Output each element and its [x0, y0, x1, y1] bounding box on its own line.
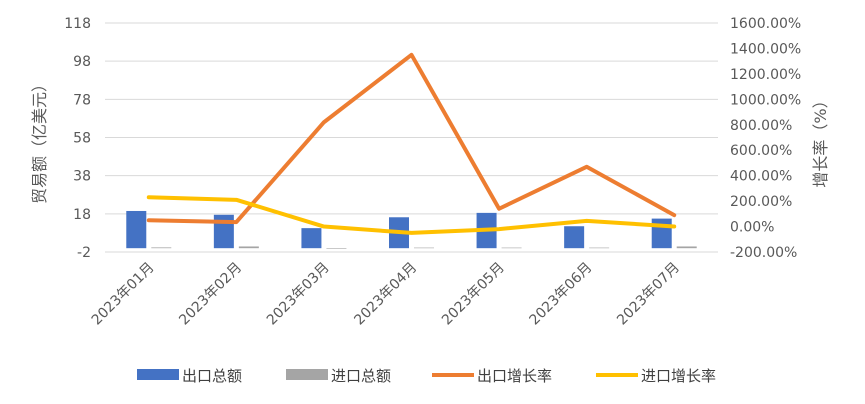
gridlines: [105, 22, 718, 253]
y-tick-label: 18: [73, 207, 91, 223]
line-import-growth: [146, 195, 677, 235]
y-axis-right-ticks: -200.00% 0.00% 200.00% 400.00% 600.00% 800.00…: [730, 16, 801, 261]
legend-label: 出口总额: [182, 367, 242, 385]
y2-tick-label: 1000.00%: [730, 92, 801, 108]
x-tick-label: 2023年01月: [89, 260, 158, 329]
legend-swatch: [137, 369, 179, 380]
legend-swatch: [286, 369, 328, 380]
bar-import-total: [414, 247, 434, 249]
bar-export-total: [301, 228, 322, 249]
x-tick-label: 2023年03月: [264, 260, 333, 329]
y2-tick-label: 1200.00%: [730, 67, 801, 83]
legend-label: 进口总额: [331, 367, 391, 385]
line-export-growth: [146, 52, 677, 225]
series-lines: [146, 52, 677, 235]
y2-axis-title: 增长率（%）: [811, 92, 830, 187]
y-tick-label: 98: [73, 54, 91, 70]
x-tick-label: 2023年06月: [527, 260, 596, 329]
bar-import-total: [501, 247, 522, 249]
x-axis-ticks: 2023年01月 2023年02月 2023年03月 2023年04月 2023年05月…: [89, 260, 683, 329]
y2-tick-label: -200.00%: [730, 245, 797, 261]
x-tick-label: 2023年05月: [439, 260, 508, 329]
y2-tick-label: 1600.00%: [730, 16, 801, 32]
x-tick-label: 2023年02月: [176, 260, 245, 329]
bars: [126, 210, 697, 249]
bar-import-total: [151, 247, 172, 249]
y2-tick-label: 0.00%: [730, 220, 774, 236]
x-tick-label: 2023年04月: [351, 260, 420, 329]
y2-tick-label: 800.00%: [730, 118, 792, 134]
y-axis-left-ticks: -2 18 38 58 78 98 118: [64, 16, 91, 261]
bar-export-total: [651, 218, 672, 249]
bar-export-total: [564, 226, 585, 249]
y-tick-label: 58: [73, 131, 91, 147]
legend: 出口总额 进口总额 出口增长率 进口增长率: [137, 367, 716, 385]
y2-tick-label: 600.00%: [730, 143, 792, 159]
y2-tick-label: 1400.00%: [730, 41, 801, 57]
bar-import-total: [676, 246, 697, 249]
bar-import-total: [238, 246, 259, 249]
x-tick-label: 2023年07月: [614, 260, 683, 329]
y-tick-label: 38: [73, 169, 91, 185]
y2-tick-label: 200.00%: [730, 194, 792, 210]
bar-export-total: [126, 210, 147, 249]
bar-import-total: [589, 247, 610, 249]
y-tick-label: 78: [73, 92, 91, 108]
y-tick-label: 118: [64, 16, 91, 32]
legend-label: 出口增长率: [477, 367, 552, 385]
y-tick-label: -2: [77, 245, 91, 261]
bar-import-total: [326, 248, 347, 249]
y2-tick-label: 400.00%: [730, 169, 792, 185]
y-axis-title: 贸易额（亿美元）: [30, 76, 49, 204]
legend-label: 进口增长率: [641, 367, 716, 385]
